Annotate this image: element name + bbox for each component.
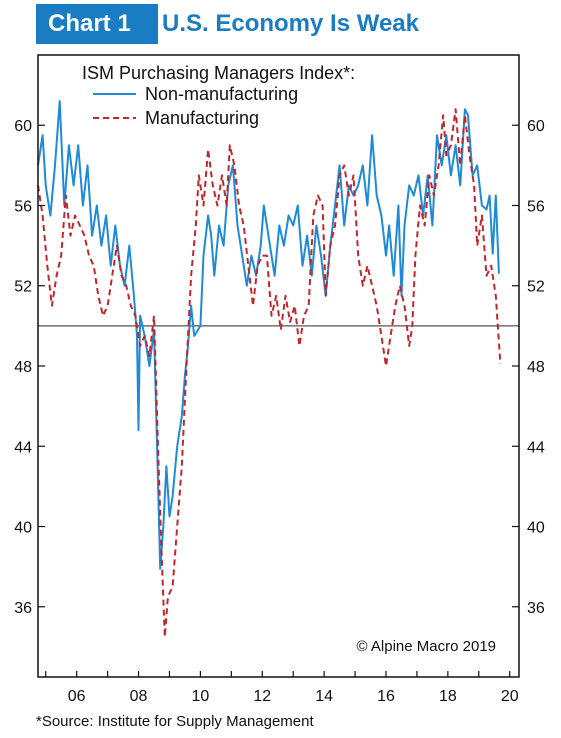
series-line-manufacturing xyxy=(37,108,502,638)
y-tick-label-right: 44 xyxy=(527,439,545,456)
y-tick-label-right: 36 xyxy=(527,600,545,617)
chart-credit: © Alpine Macro 2019 xyxy=(357,638,496,655)
y-tick-label-left: 40 xyxy=(14,520,32,537)
legend-label-manufacturing: Manufacturing xyxy=(145,108,259,128)
y-tick-label-right: 60 xyxy=(527,118,545,135)
y-tick-label-right: 56 xyxy=(527,198,545,215)
y-tick-label-left: 60 xyxy=(14,118,32,135)
x-tick-label: 10 xyxy=(191,688,209,705)
y-tick-label-left: 36 xyxy=(14,600,32,617)
chart-title: U.S. Economy Is Weak xyxy=(162,10,419,37)
y-tick-label-right: 40 xyxy=(527,520,545,537)
x-tick-label: 16 xyxy=(377,688,395,705)
y-tick-label-left: 44 xyxy=(14,439,32,456)
x-tick-label: 20 xyxy=(501,688,519,705)
y-tick-label-left: 56 xyxy=(14,198,32,215)
x-tick-label: 06 xyxy=(68,688,86,705)
legend-label-non-manufacturing: Non-manufacturing xyxy=(145,84,298,104)
legend: ISM Purchasing Managers Index*:Non-manuf… xyxy=(82,63,496,655)
y-tick-label-right: 48 xyxy=(527,359,545,376)
x-tick-label: 18 xyxy=(439,688,457,705)
y-tick-label-left: 48 xyxy=(14,359,32,376)
source-note: *Source: Institute for Supply Management xyxy=(36,713,314,730)
x-tick-label: 12 xyxy=(253,688,271,705)
y-tick-label-left: 52 xyxy=(14,279,32,296)
chart-header: Chart 1 U.S. Economy Is Weak xyxy=(36,4,556,44)
x-tick-label: 14 xyxy=(315,688,333,705)
series-line-non-manufacturing xyxy=(37,100,500,570)
x-tick-label: 08 xyxy=(130,688,148,705)
legend-title: ISM Purchasing Managers Index*: xyxy=(82,63,355,83)
chart-number-tag: Chart 1 xyxy=(36,4,158,44)
series-layer xyxy=(37,100,502,638)
y-tick-label-right: 52 xyxy=(527,279,545,296)
axes-layer: 36 36 40 40 44 44 48 48 52 52 56 56 60 60 06 08 10 12 14 16… xyxy=(14,54,545,705)
